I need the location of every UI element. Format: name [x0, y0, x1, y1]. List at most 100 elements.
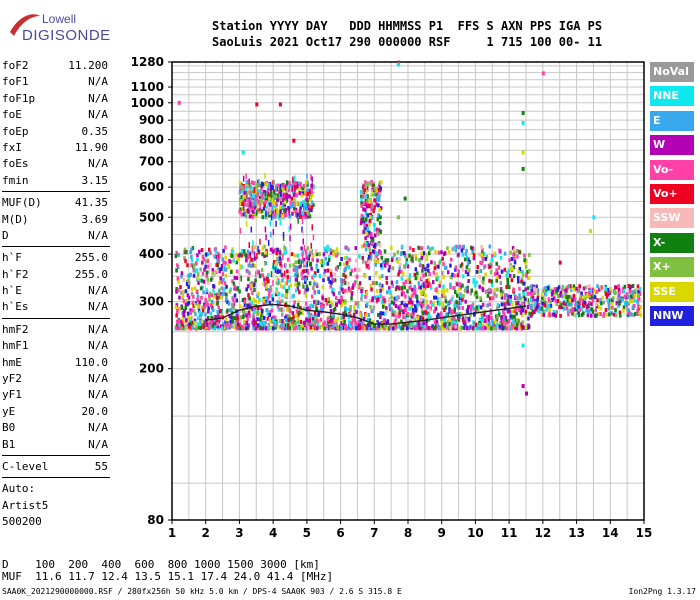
- echo-point: [597, 311, 600, 316]
- echo-point: [177, 288, 180, 293]
- echo-point: [191, 300, 194, 305]
- echo-point: [237, 273, 241, 278]
- echo-point: [385, 310, 388, 315]
- echo-point: [184, 289, 188, 294]
- x-tick-label: 12: [535, 526, 552, 540]
- echo-point: [429, 285, 433, 290]
- echo-point: [411, 287, 414, 292]
- echo-point: [572, 284, 576, 289]
- echo-point: [476, 265, 479, 270]
- echo-point: [299, 208, 301, 215]
- echo-point: [571, 311, 574, 316]
- echo-point: [519, 310, 523, 315]
- echo-point: [365, 264, 369, 269]
- echo-point: [361, 188, 365, 193]
- param-row: h`F2 255.0: [2, 267, 110, 283]
- echo-point: [359, 317, 363, 322]
- echo-point: [454, 248, 458, 253]
- echo-point: [556, 298, 560, 303]
- echo-point: [444, 305, 447, 310]
- echo-point: [588, 293, 591, 298]
- echo-point: [460, 294, 463, 299]
- echo-point: [274, 323, 277, 328]
- logo-line2: DIGISONDE: [22, 27, 111, 44]
- echo-point: [631, 296, 634, 301]
- echo-point: [285, 288, 288, 293]
- echo-point: [457, 245, 461, 250]
- echo-point: [423, 324, 426, 329]
- echo-point: [181, 295, 184, 300]
- echo-point: [531, 295, 535, 300]
- legend-item: X-: [650, 232, 694, 253]
- echo-point: [303, 263, 306, 268]
- echo-point: [264, 197, 268, 202]
- echo-point: [308, 188, 312, 193]
- echo-point: [244, 208, 247, 213]
- echo-point: [296, 317, 300, 322]
- echo-point: [524, 264, 528, 269]
- echo-point: [527, 275, 531, 280]
- echo-point: [426, 315, 429, 320]
- echo-point: [260, 268, 264, 273]
- echo-point: [375, 251, 378, 256]
- echo-point: [574, 304, 578, 309]
- echo-point: [382, 304, 385, 309]
- echo-point: [275, 251, 279, 256]
- echo-point: [262, 302, 266, 307]
- echo-point: [359, 311, 363, 316]
- echo-point: [322, 325, 325, 330]
- echo-point: [320, 306, 324, 311]
- x-tick-label: 5: [303, 526, 311, 540]
- echo-point: [268, 210, 272, 215]
- echo-point: [325, 323, 329, 328]
- echo-point: [301, 218, 304, 225]
- echo-point: [542, 309, 545, 314]
- echo-point: [584, 285, 588, 290]
- echo-point: [458, 326, 462, 331]
- echo-point: [484, 289, 488, 294]
- echo-point: [489, 270, 493, 275]
- echo-point: [279, 307, 282, 312]
- echo-point: [265, 212, 269, 217]
- echo-point: [264, 200, 267, 205]
- echo-point: [526, 305, 530, 310]
- param-value: N/A: [88, 372, 108, 386]
- echo-point: [284, 194, 288, 199]
- echo-point: [583, 300, 586, 305]
- echo-point: [336, 324, 339, 329]
- echo-point: [422, 273, 425, 278]
- echo-point: [365, 189, 368, 194]
- echo-point: [190, 254, 193, 259]
- echo-point: [316, 300, 320, 305]
- y-tick-label: 1100: [131, 80, 164, 94]
- echo-point: [382, 260, 385, 265]
- echo-point: [526, 291, 530, 296]
- echo-point: [307, 269, 309, 276]
- echo-point: [442, 292, 446, 297]
- echo-point: [444, 299, 448, 304]
- echo-point: [302, 238, 304, 245]
- echo-point: [459, 264, 463, 269]
- echo-point: [361, 287, 364, 292]
- echo-point: [585, 304, 589, 309]
- echo-point: [292, 179, 294, 186]
- echo-point: [295, 309, 299, 314]
- echo-point: [468, 268, 471, 273]
- echo-point: [509, 294, 513, 299]
- echo-point: [242, 195, 244, 202]
- echo-point: [252, 194, 256, 199]
- echo-point: [406, 289, 409, 294]
- echo-point: [422, 302, 425, 307]
- echo-point: [459, 300, 463, 305]
- echo-point: [203, 304, 207, 309]
- echo-point: [439, 314, 442, 319]
- echo-point: [255, 210, 258, 217]
- echo-point: [309, 303, 313, 308]
- echo-point: [191, 325, 195, 330]
- echo-point: [351, 285, 354, 290]
- echo-point: [517, 301, 520, 306]
- echo-point: [339, 300, 342, 305]
- echo-point: [252, 212, 256, 217]
- echo-point: [235, 276, 239, 281]
- echo-point: [373, 227, 377, 232]
